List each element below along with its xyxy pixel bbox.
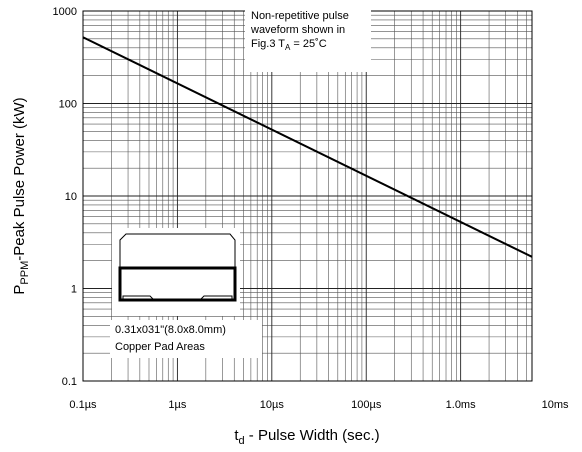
pad-body — [118, 266, 237, 302]
x-tick-label: 1µs — [168, 399, 186, 411]
x-tick-label: 100µs — [351, 399, 382, 411]
note-box — [245, 5, 371, 72]
y-tick-label: 0.1 — [62, 376, 77, 388]
x-axis-label: td - Pulse Width (sec.) — [234, 427, 379, 447]
inset-label: 0.31x031"(8.0x8.0mm) — [115, 324, 226, 336]
inset-box — [112, 228, 240, 316]
y-tick-label: 100 — [59, 99, 77, 111]
x-tick-label: 0.1µs — [69, 399, 97, 411]
note-line: Non-repetitive pulse — [251, 10, 349, 22]
x-label-subscript: d — [239, 435, 245, 447]
y-label-subscript: PPM — [19, 261, 31, 285]
grid — [82, 10, 532, 382]
note-text: = 25˚C — [290, 38, 326, 50]
note-subscript: A — [285, 43, 291, 52]
pad-outline — [119, 233, 236, 268]
x-tick-label: 1.0ms — [446, 399, 476, 411]
y-label-part: P — [11, 285, 28, 295]
inset-label: Copper Pad Areas — [115, 341, 205, 353]
note-line: waveform shown in — [250, 24, 345, 36]
note-line: Fig.3 TA = 25˚C — [251, 38, 327, 52]
y-axis-label: PPPM-Peak Pulse Power (kW) — [11, 97, 31, 294]
note-text: Fig.3 T — [251, 38, 285, 50]
pad-icon — [118, 233, 237, 302]
y-tick-label: 10 — [65, 191, 77, 203]
series-line — [82, 36, 533, 258]
inset-label-box — [110, 320, 262, 358]
x-tick-label: 10µs — [260, 399, 285, 411]
pad-foot — [122, 295, 233, 301]
y-tick-label: 1000 — [53, 6, 77, 18]
x-tick-label: 10ms — [542, 399, 569, 411]
marks — [82, 36, 533, 258]
y-tick-label: 1 — [71, 284, 77, 296]
x-label-part: t — [234, 427, 239, 444]
y-label-part: -Peak Pulse Power (kW) — [11, 97, 28, 260]
x-label-part: - Pulse Width (sec.) — [245, 427, 380, 444]
